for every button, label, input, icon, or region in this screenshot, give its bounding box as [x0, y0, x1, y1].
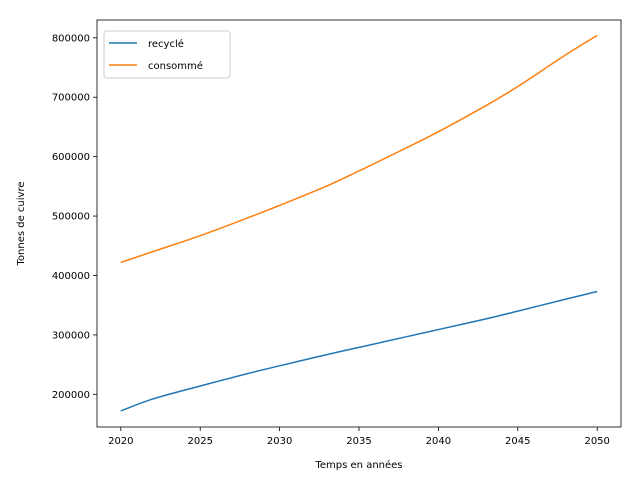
y-tick-label: 200000 — [52, 390, 90, 401]
axes-frame — [96, 19, 622, 428]
x-tick-label: 2030 — [267, 436, 292, 447]
x-tick-label: 2045 — [505, 436, 530, 447]
x-axis-ticks: 2020 2025 2030 2035 2040 2045 2050 — [108, 427, 610, 447]
y-axis-label: Tonnes de cuivre — [16, 182, 27, 267]
y-tick-label: 800000 — [52, 33, 90, 44]
plot-area — [120, 34, 598, 412]
x-tick-label: 2050 — [584, 436, 609, 447]
y-tick-label: 700000 — [52, 93, 90, 104]
series-line-1 — [120, 34, 598, 264]
y-tick-label: 400000 — [52, 271, 90, 282]
x-axis-label: Temps en années — [314, 459, 402, 471]
legend-label-1: consommé — [148, 60, 203, 72]
series-line-0 — [120, 290, 598, 412]
legend-label-0: recyclé — [148, 38, 184, 50]
x-tick-label: 2040 — [426, 436, 451, 447]
y-tick-label: 300000 — [52, 330, 90, 341]
legend: recyclé consommé — [103, 30, 231, 79]
x-tick-label: 2025 — [187, 436, 212, 447]
x-tick-label: 2020 — [108, 436, 133, 447]
x-tick-label: 2035 — [346, 436, 371, 447]
y-tick-label: 500000 — [52, 212, 90, 223]
y-tick-label: 600000 — [52, 152, 90, 163]
y-axis-ticks: 200000 300000 400000 500000 600000 700000 8000… — [52, 33, 97, 401]
